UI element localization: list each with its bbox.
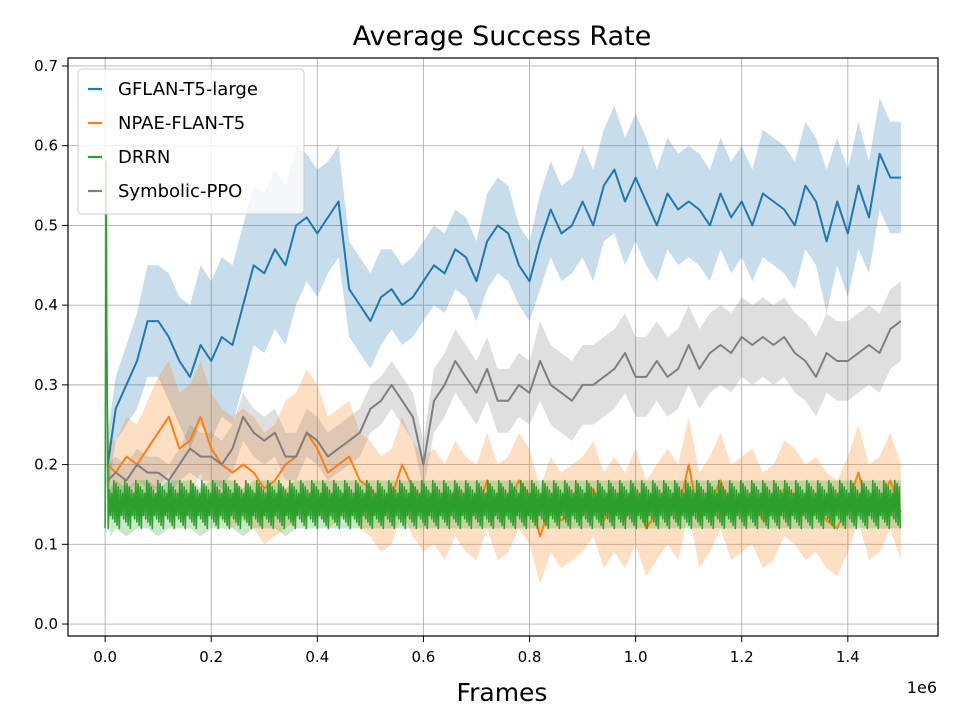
gflan-t5-large-legend-label: GFLAN-T5-large xyxy=(118,79,258,100)
y-tick-label: 0.1 xyxy=(34,535,58,553)
axis-ticks: 0.0 0.2 0.4 0.6 0.8 1.0 1.2 1.4 0.0 0.1 0.2 0.3 0.4 0… xyxy=(34,57,860,666)
x-tick-label: 0.2 xyxy=(199,648,223,666)
y-tick-label: 0.4 xyxy=(34,296,58,314)
symbolic-ppo-legend-label: Symbolic-PPO xyxy=(118,181,242,202)
x-tick-label: 0.0 xyxy=(93,648,117,666)
drrn-line xyxy=(104,160,902,530)
gflan-t5-large-line xyxy=(106,152,901,465)
series-lines xyxy=(104,152,902,538)
y-tick-label: 0.6 xyxy=(34,137,58,155)
y-tick-label: 0.3 xyxy=(34,376,58,394)
x-tick-label: 0.8 xyxy=(518,648,542,666)
npae-flan-t5-legend-label: NPAE-FLAN-T5 xyxy=(118,113,245,134)
y-tick-label: 0.0 xyxy=(34,615,58,633)
x-tick-label: 0.4 xyxy=(305,648,329,666)
x-tick-label: 1.4 xyxy=(836,648,860,666)
chart-title: Average Success Rate xyxy=(353,21,652,52)
grid-layer xyxy=(68,58,938,636)
drrn-legend-label: DRRN xyxy=(118,147,170,168)
gflan-t5-large-band xyxy=(107,97,901,497)
legend: GFLAN-T5-large NPAE-FLAN-T5 DRRN Symbolic-P… xyxy=(77,68,305,215)
x-tick-label: 1.0 xyxy=(624,648,648,666)
y-tick-label: 0.5 xyxy=(34,216,58,234)
x-axis-offset-label: 1e6 xyxy=(907,678,937,697)
x-axis-label: Frames xyxy=(457,678,548,707)
symbolic-ppo-band xyxy=(107,281,901,497)
x-tick-label: 1.2 xyxy=(730,648,754,666)
legend-frame xyxy=(77,68,305,215)
plot-frame xyxy=(67,57,939,637)
y-tick-label: 0.7 xyxy=(34,57,58,75)
symbolic-ppo-line xyxy=(107,320,902,482)
y-tick-label: 0.2 xyxy=(34,456,58,474)
x-tick-label: 0.6 xyxy=(411,648,435,666)
